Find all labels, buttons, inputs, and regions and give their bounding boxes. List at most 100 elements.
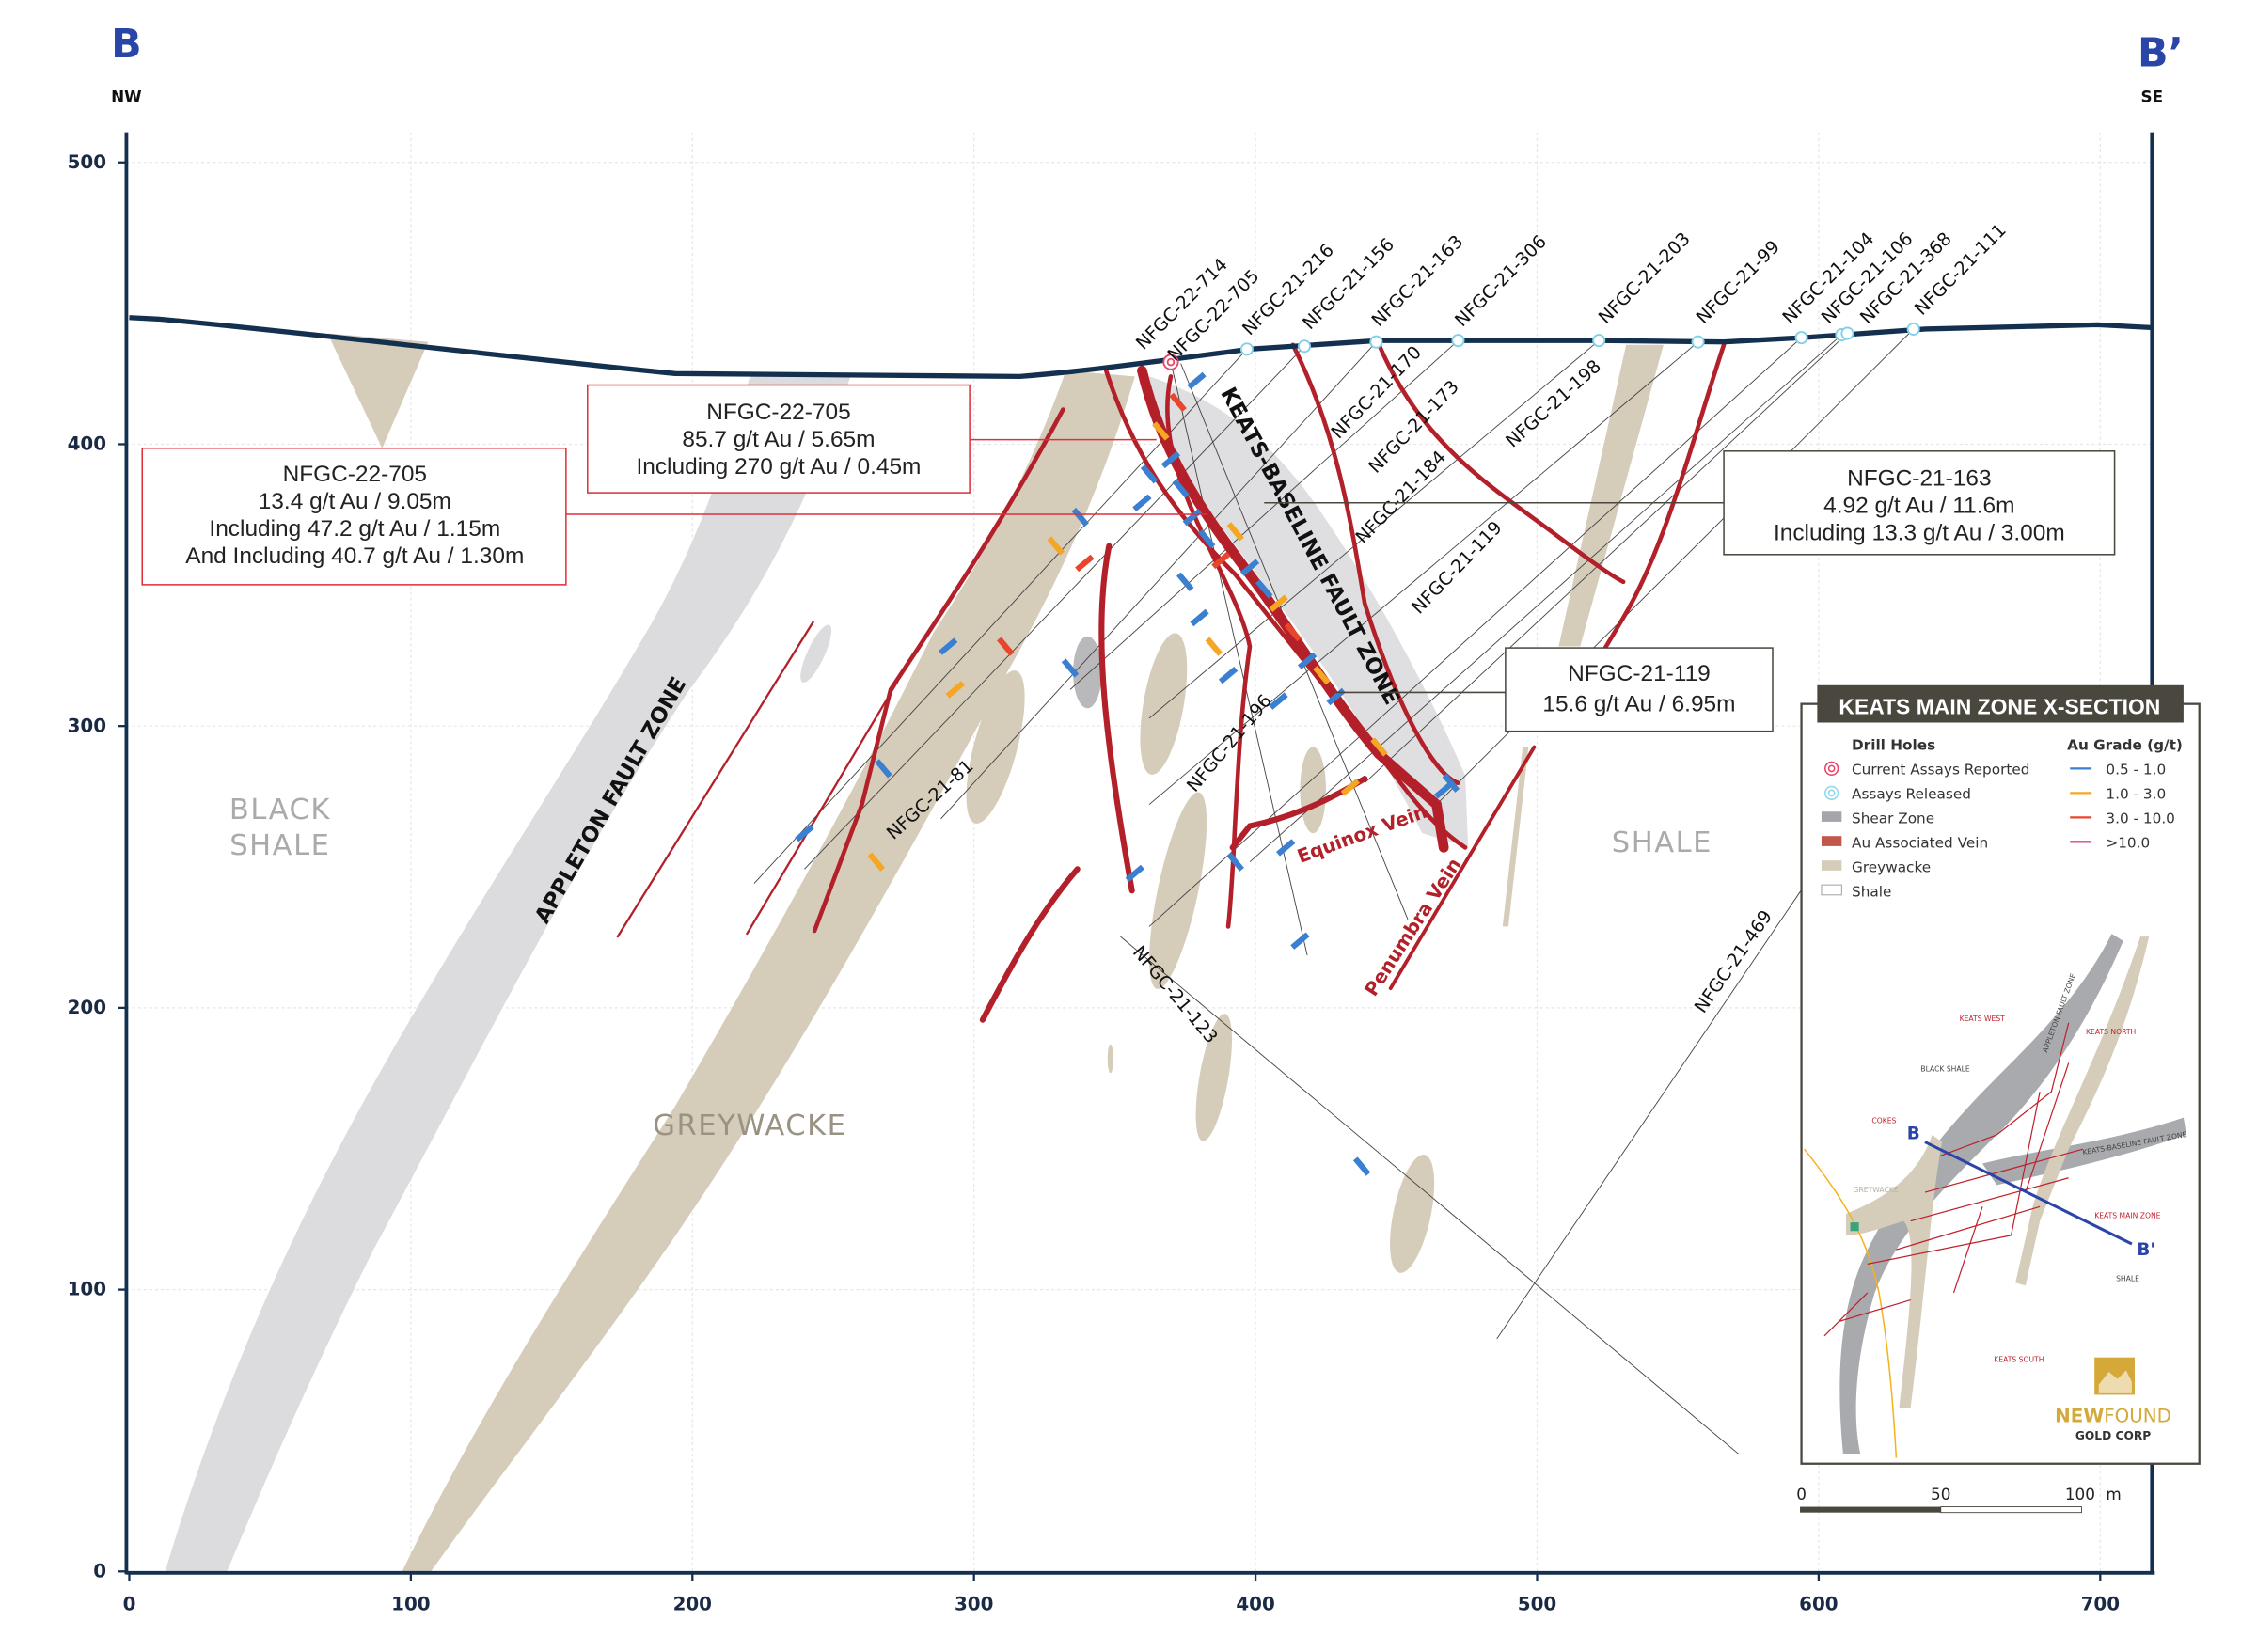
assay-intercept [1269,692,1288,710]
assay-intercept [1269,594,1288,612]
inset-label: SHALE [2116,1275,2139,1283]
x-tick-label: 400 [1236,1594,1274,1615]
drill-hole-label: NFGC-21-203 [1594,228,1695,328]
assay-intercept [1160,450,1181,469]
callout-line: And Including 40.7 g/t Au / 1.30m [185,543,524,569]
legend-title: KEATS MAIN ZONE X-SECTION [1839,694,2160,718]
assay-intercept [1152,421,1170,441]
shear-lens [800,624,832,683]
inset-label: KEATS MAIN ZONE [2094,1212,2160,1220]
assay-intercept [1071,507,1089,527]
assay-intercept [1352,1156,1371,1176]
x-tick-label: 600 [1799,1594,1838,1615]
x-tick-label: 200 [673,1594,712,1615]
callout-line: Including 270 g/t Au / 0.45m [636,454,921,480]
inset-label: GREYWACKE [1854,1186,1899,1194]
shear-lens [1073,636,1102,709]
x-tick-label: 500 [1518,1594,1556,1615]
assay-intercept [945,681,965,699]
assay-intercept [1075,554,1095,573]
inset-label: KEATS NORTH [2086,1028,2136,1036]
assay-intercept [1370,737,1388,757]
scale-label: 100 [2065,1485,2095,1503]
logo-subtext: GOLD CORP [2075,1429,2151,1442]
scale-bar: 0 50 100 m [1796,1485,2122,1514]
assay-intercept [1205,637,1223,656]
shale-label: SHALE [1612,826,1712,859]
assay-intercept [1182,508,1203,527]
callout-line: 4.92 g/t Au / 11.6m [1823,493,2014,518]
y-tick-label: 200 [68,997,106,1018]
assay-intercept [1169,392,1187,413]
assay-intercept [1172,479,1190,498]
inset-b-prime-label: B' [2137,1240,2155,1260]
section-start-direction: NW [111,87,142,106]
inset-label: BLACK SHALE [1920,1065,1970,1074]
callout-hole: NFGC-21-119 [1568,661,1711,686]
greywacke-wedge [327,333,429,448]
shale-swatch [1821,884,1842,896]
x-tick-label: 0 [123,1594,136,1615]
legend-item: Assays Released [1852,785,1971,802]
assay-intercept [939,637,958,655]
legend-drill-holes-heading: Drill Holes [1852,737,1935,754]
current-assays-icon [1824,761,1839,777]
logo-text: FOUND [2104,1405,2171,1426]
svg-text:NEWFOUND: NEWFOUND [2055,1405,2171,1426]
assay-intercept [1218,666,1239,684]
drill-traces [753,328,1915,1455]
callout-box [141,447,567,586]
section-end-direction: SE [2141,87,2164,106]
assay-intercept [1061,658,1080,678]
black-shale-label: BLACK [229,794,331,826]
vein-swatch [1821,836,1842,846]
assay-intercept [1276,839,1296,857]
legend-item: Au Associated Vein [1852,834,1988,851]
greywacke-lenses [966,344,1664,1273]
x-tick-label: 100 [391,1594,430,1615]
legend-grade-heading: Au Grade (g/t) [2067,737,2183,754]
section-start-label: B [111,21,142,68]
assay-intercept [1140,464,1159,484]
greywacke-label: GREYWACKE [653,1109,846,1142]
scale-label: 0 [1796,1485,1807,1503]
callout-hole: NFGC-21-163 [1847,465,1991,491]
y-tick-label: 0 [93,1560,106,1581]
greywacke-band [402,370,1135,1572]
assay-intercept [1190,608,1209,627]
inset-b-label: B [1907,1125,1920,1144]
appleton-shear-zone [165,376,851,1572]
assay-intercept [1434,781,1454,799]
assay-intercept [1047,536,1065,556]
grade-label: 3.0 - 10.0 [2106,810,2174,826]
assay-intercept [997,637,1015,656]
assay-callouts: NFGC-22-705 85.7 g/t Au / 5.65m Includin… [141,384,2116,732]
callout-line: 85.7 g/t Au / 5.65m [682,427,875,452]
newfound-gold-logo: NEWFOUND GOLD CORP [2055,1357,2171,1442]
assay-intercept [1297,652,1318,670]
assay-intercept [1176,572,1194,591]
black-shale-label: SHALE [229,829,330,862]
assay-intercept [875,759,892,779]
drill-hole-label: NFGC-21-198 [1501,355,1604,452]
callout-box [587,384,971,494]
assays-released-markers [1239,322,1920,356]
x-tick-label: 300 [955,1594,993,1615]
drill-hole-label: NFGC-21-99 [1692,236,1784,328]
keats-baseline-shear-zone [1149,376,1469,848]
scale-unit: m [2106,1485,2121,1503]
shear-zone-swatch [1821,811,1842,822]
assay-intercept [1132,494,1152,512]
callout-box [1723,450,2116,556]
assay-intercept [1284,622,1302,642]
y-tick-label: 100 [68,1279,106,1300]
logo-text: NEW [2055,1405,2104,1426]
callout-box [1505,647,1774,732]
callout-line: Including 13.3 g/t Au / 3.00m [1774,521,2065,546]
assay-intercept [867,852,886,872]
assay-intercept [1187,371,1207,390]
assay-intercept [1226,522,1244,542]
assay-intercept [1211,551,1231,570]
y-tick-label: 500 [68,151,106,173]
